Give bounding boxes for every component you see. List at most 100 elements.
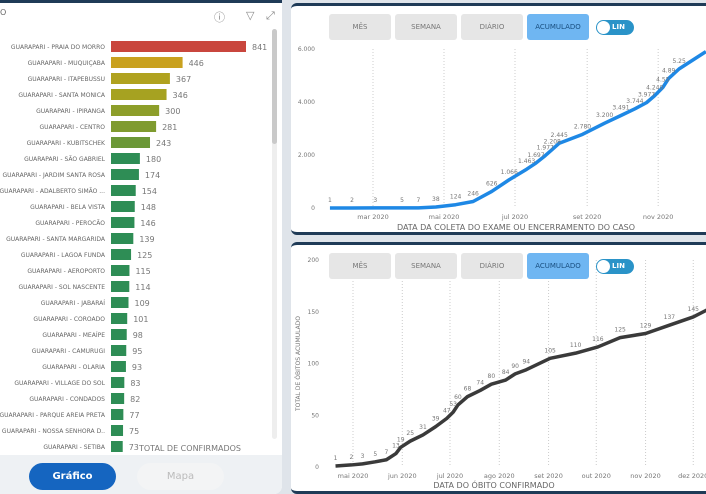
data-label: 137 — [664, 314, 676, 321]
bar — [111, 153, 140, 164]
data-label: 626 — [486, 180, 498, 187]
data-label: 84 — [502, 369, 510, 376]
tab-mes[interactable]: MÊS — [329, 14, 391, 40]
data-label: 5.25 — [672, 58, 686, 65]
y-tick-label: 100 — [308, 361, 320, 368]
bar-category-label: GUARAPARI - CAMURUGI — [32, 348, 106, 355]
bar-value-label: 174 — [145, 171, 160, 180]
data-label: 13 — [392, 443, 400, 450]
bar-value-label: 841 — [252, 43, 267, 52]
bar-category-label: GUARAPARI - MEAÍPE — [42, 332, 105, 339]
x-tick-label: set 2020 — [573, 213, 602, 221]
bar — [111, 169, 139, 180]
x-axis-title: DATA DO ÓBITO CONFIRMADO — [433, 479, 554, 490]
y-tick-label: 150 — [308, 309, 320, 316]
tab-diario[interactable]: DIÁRIO — [461, 14, 523, 40]
bar-category-label: GUARAPARI - PARQUE AREIA PRETA — [0, 412, 106, 419]
x-tick-label: set 2020 — [534, 472, 563, 480]
data-label: 3.744 — [626, 98, 643, 105]
x-axis-title: DATA DA COLETA DO EXAME OU ENCERRAMENTO … — [397, 223, 635, 232]
data-label: 3.491 — [612, 104, 629, 111]
bar — [111, 105, 160, 116]
bar-category-label: GUARAPARI - BELA VISTA — [30, 204, 106, 211]
grafico-button[interactable]: Gráfico — [29, 463, 116, 490]
x-tick-label: dez 2020 — [678, 472, 706, 480]
data-label: 110 — [570, 342, 582, 349]
bar-value-label: 98 — [133, 331, 143, 340]
bar — [111, 361, 126, 372]
filter-icon[interactable]: ▽ — [246, 9, 255, 22]
data-label: 3.977 — [638, 92, 655, 99]
bar-category-label: GUARAPARI - IPIRANGA — [36, 108, 106, 115]
tab-semana[interactable]: SEMANA — [395, 253, 457, 279]
bar-category-label: GUARAPARI - ADALBERTO SIMÃO ... — [0, 188, 105, 195]
bar-value-label: 75 — [129, 427, 139, 436]
data-label: 1.977 — [537, 145, 554, 152]
data-label: 116 — [592, 336, 604, 343]
bar-category-label: GUARAPARI - LAGOA FUNDA — [21, 252, 106, 259]
bar-chart: GUARAPARI - PRAIA DO MORRO 841 GUARAPARI -… — [0, 41, 267, 453]
bar — [111, 249, 132, 260]
bar-category-label: GUARAPARI - VILLAGE DO SOL — [14, 380, 105, 387]
bar-value-label: 95 — [132, 347, 142, 356]
bar-value-label: 109 — [134, 299, 149, 308]
toggle-label: LIN — [612, 262, 625, 270]
bar — [111, 121, 157, 132]
data-label: 19 — [397, 436, 405, 443]
help-icon[interactable]: ⓘ — [214, 11, 225, 24]
lin-toggle[interactable]: LIN — [596, 259, 634, 274]
bar-value-label: 125 — [137, 251, 152, 260]
x-tick-label: jul 2020 — [436, 472, 463, 480]
bar-value-label: 139 — [139, 235, 154, 244]
data-label: 7 — [384, 449, 388, 456]
data-label: 246 — [467, 190, 479, 197]
data-label: 105 — [544, 347, 556, 354]
confirmed-cases-panel: 0 2.000 4.000 6.000 mar 2020 mai 2020 jul 2020… — [291, 3, 706, 235]
tab-acumulado[interactable]: ACUMULADO — [527, 253, 589, 279]
data-label: 2 — [350, 197, 354, 204]
bar — [111, 297, 129, 308]
bar-value-label: 114 — [135, 283, 150, 292]
tab-mes[interactable]: MÊS — [329, 253, 391, 279]
x-tick-label: jul 2020 — [501, 213, 528, 221]
bar — [111, 217, 135, 228]
x-tick-label: mai 2020 — [338, 472, 369, 480]
bar-value-label: 281 — [162, 123, 177, 132]
bar — [111, 409, 124, 420]
scrollbar-thumb[interactable] — [272, 29, 277, 144]
bar-value-label: 154 — [142, 187, 157, 196]
tab-semana[interactable]: SEMANA — [395, 14, 457, 40]
bar-category-label: GUARAPARI - AEROPORTO — [27, 268, 105, 275]
bar — [111, 281, 130, 292]
data-label: 125 — [614, 327, 626, 334]
mapa-button[interactable]: Mapa — [137, 463, 224, 490]
tab-diario[interactable]: DIÁRIO — [461, 253, 523, 279]
data-label: 38 — [432, 196, 440, 203]
data-label: 5 — [400, 197, 404, 204]
tab-acumulado[interactable]: ACUMULADO — [527, 14, 589, 40]
bar-category-label: GUARAPARI - SANTA MONICA — [18, 92, 106, 99]
bar-value-label: 367 — [176, 75, 191, 84]
bar — [111, 393, 125, 404]
bar-category-label: GUARAPARI - SANTA MARGARIDA — [6, 236, 106, 243]
bar-value-label: 73 — [129, 443, 139, 452]
bar-value-label: 82 — [130, 395, 140, 404]
y-tick-label: 0 — [311, 205, 315, 212]
period-tabs: MÊS SEMANA DIÁRIO ACUMULADO — [329, 14, 589, 40]
bar-value-label: 146 — [140, 219, 155, 228]
neighborhood-bar-chart-panel: O ⓘ ▽ ⤢ GUARAPARI - PRAIA DO MORRO 841 GUA… — [0, 0, 282, 494]
bar-category-label: GUARAPARI - KUBITSCHEK — [27, 140, 106, 147]
toggle-knob — [597, 21, 610, 34]
x-tick-label: ago 2020 — [484, 472, 515, 480]
focus-mode-icon[interactable]: ⤢ — [266, 9, 275, 22]
data-label: 4.89 — [662, 67, 676, 74]
bar-value-label: 300 — [165, 107, 180, 116]
data-label: 1 — [334, 455, 338, 462]
bar-value-label: 346 — [173, 91, 188, 100]
lin-toggle[interactable]: LIN — [596, 20, 634, 35]
y-axis-title: TOTAL DE ÓBITOS ACUMULADO — [295, 316, 302, 412]
bar-value-label: 180 — [146, 155, 161, 164]
scrollbar[interactable] — [272, 29, 277, 439]
bar-category-label: GUARAPARI - ITAPEBUSSU — [28, 76, 105, 83]
data-label: 80 — [488, 373, 496, 380]
